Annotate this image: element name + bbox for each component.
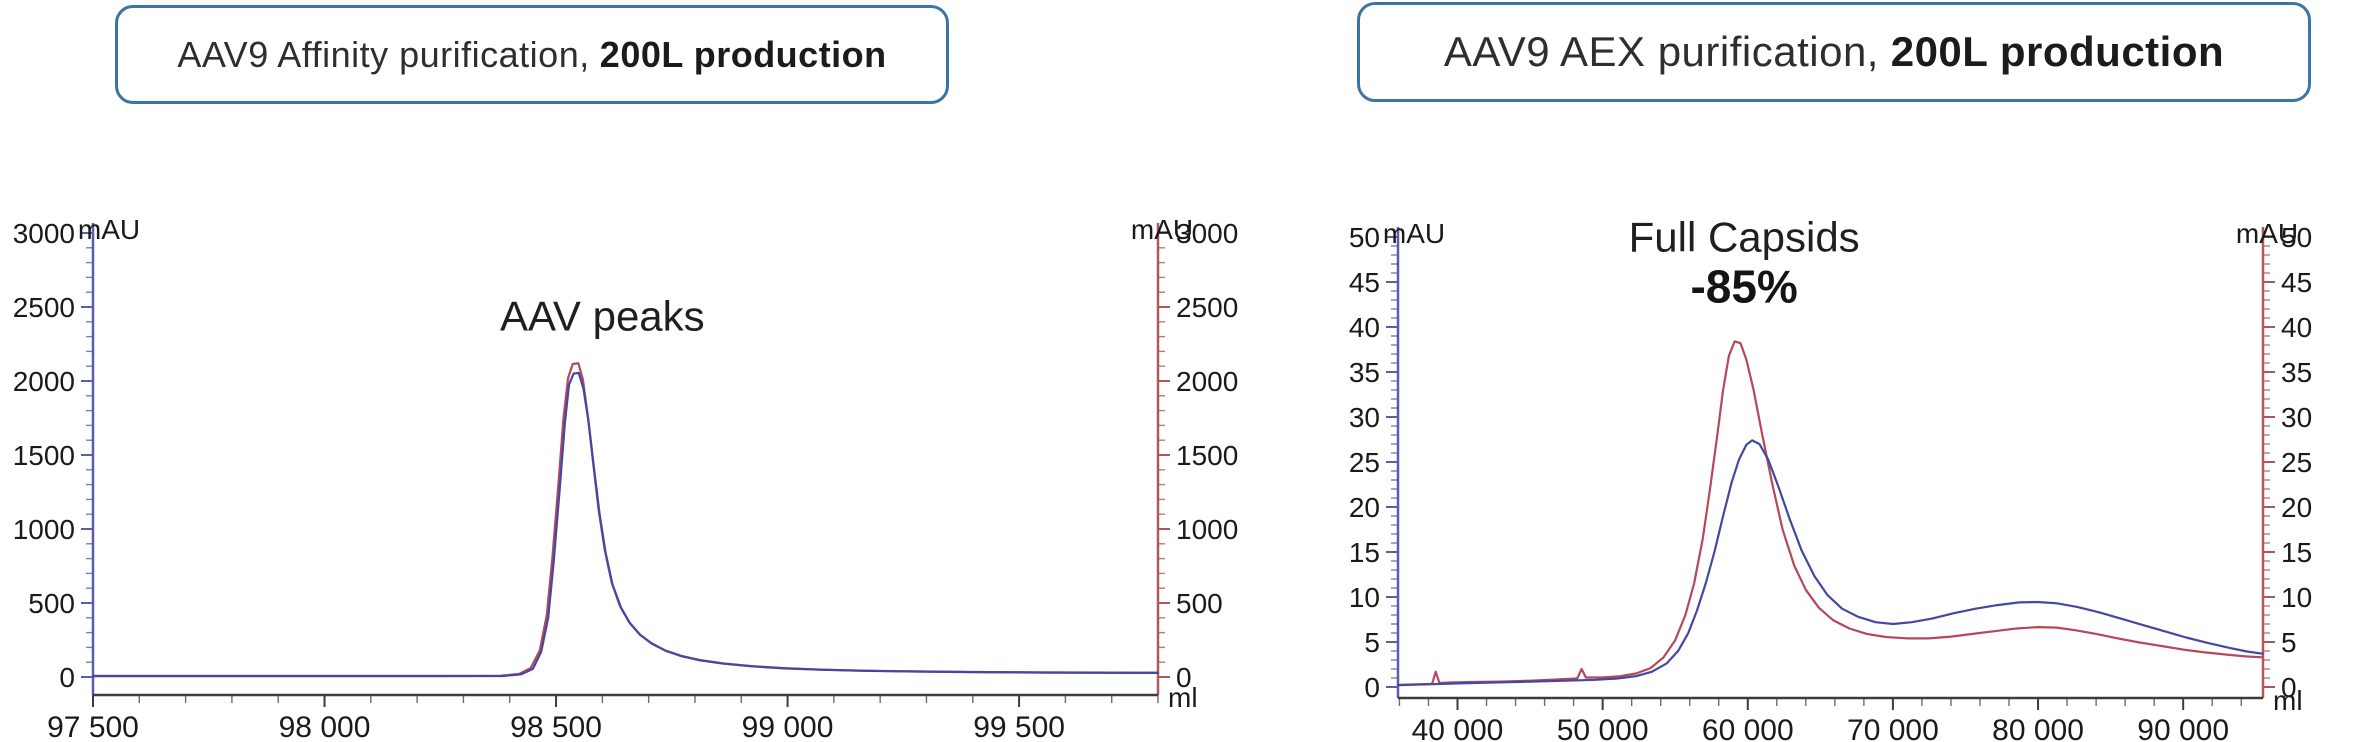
y-tick-label: 1000 — [13, 514, 75, 545]
y-tick-label: 30 — [2281, 402, 2312, 433]
aex-chart: 0 0 5 5 10 10 15 15 20 20 25 25 30 30 35 35 40 40 45 45 50 50… — [1349, 213, 2312, 742]
y-tick-label: 2500 — [1176, 292, 1238, 323]
y-tick-label: 2000 — [1176, 366, 1238, 397]
x-tick-label: 70 000 — [1847, 714, 1939, 742]
y-tick-label: 20 — [1349, 492, 1380, 523]
series-blue — [91, 371, 1160, 678]
y-tick-label: 15 — [2281, 537, 2312, 568]
annotation: -85% — [1690, 261, 1797, 313]
series-red — [1396, 340, 2264, 686]
y-tick-label: 0 — [2281, 672, 2297, 703]
y-tick-label: 40 — [2281, 312, 2312, 343]
y-tick-label: 1500 — [1176, 440, 1238, 471]
y-unit-left: mAU — [78, 214, 140, 245]
y-tick-label: 3000 — [1176, 218, 1238, 249]
y-tick-label: 1000 — [1176, 514, 1238, 545]
x-tick-label: 97 500 — [47, 711, 139, 742]
series-red — [91, 362, 1160, 677]
y-tick-label: 30 — [1349, 402, 1380, 433]
y-tick-label: 35 — [2281, 357, 2312, 388]
x-tick-label: 99 000 — [742, 711, 834, 742]
affinity-title-text: AAV9 Affinity purification, — [177, 33, 590, 75]
y-unit-right: mAU — [2236, 218, 2298, 249]
y-tick-label: 15 — [1349, 537, 1380, 568]
x-tick-label: 90 000 — [2137, 714, 2229, 742]
y-tick-label: 5 — [2281, 627, 2297, 658]
y-tick-label: 45 — [1349, 267, 1380, 298]
y-tick-label: 50 — [2281, 222, 2312, 253]
y-unit-right: mAU — [1131, 214, 1193, 245]
aex-title-box: AAV9 AEX purification, 200L production — [1357, 2, 2311, 102]
x-tick-label: 60 000 — [1702, 714, 1794, 742]
series-blue — [1396, 439, 2264, 687]
x-tick-label: 80 000 — [1992, 714, 2084, 742]
annotation: AAV peaks — [500, 293, 705, 340]
y-tick-label: 2500 — [13, 292, 75, 323]
y-tick-label: 25 — [1349, 447, 1380, 478]
annotation: Full Capsids — [1629, 213, 1860, 260]
y-tick-label: 5 — [1364, 627, 1380, 658]
y-tick-label: 25 — [2281, 447, 2312, 478]
y-tick-label: 500 — [28, 588, 75, 619]
y-tick-label: 10 — [1349, 582, 1380, 613]
x-tick-label: 99 500 — [973, 711, 1065, 742]
y-tick-label: 50 — [1349, 222, 1380, 253]
x-tick-label: 98 000 — [279, 711, 371, 742]
affinity-title-bold: 200L production — [599, 33, 887, 75]
y-tick-label: 500 — [1176, 588, 1223, 619]
y-tick-label: 0 — [59, 662, 75, 693]
aex-title-text: AAV9 AEX purification, — [1443, 28, 1879, 75]
y-tick-label: 3000 — [13, 218, 75, 249]
aex-title-bold: 200L production — [1890, 28, 2225, 75]
y-tick-label: 1500 — [13, 440, 75, 471]
y-tick-label: 0 — [1176, 662, 1192, 693]
y-tick-label: 45 — [2281, 267, 2312, 298]
y-unit-left: mAU — [1383, 218, 1445, 249]
x-tick-label: 50 000 — [1557, 714, 1649, 742]
x-unit: ml — [1168, 682, 1198, 713]
y-tick-label: 0 — [1364, 672, 1380, 703]
y-tick-label: 40 — [1349, 312, 1380, 343]
x-tick-label: 98 500 — [510, 711, 602, 742]
y-tick-label: 20 — [2281, 492, 2312, 523]
y-tick-label: 35 — [1349, 357, 1380, 388]
y-tick-label: 2000 — [13, 366, 75, 397]
x-tick-label: 40 000 — [1412, 714, 1504, 742]
y-tick-label: 10 — [2281, 582, 2312, 613]
affinity-title-box: AAV9 Affinity purification, 200L producti… — [115, 5, 949, 104]
x-unit: ml — [2273, 685, 2303, 716]
affinity-chart: 0 0 500 500 1000 1000 1500 1500 2000 2000 2500 2500… — [13, 214, 1239, 742]
